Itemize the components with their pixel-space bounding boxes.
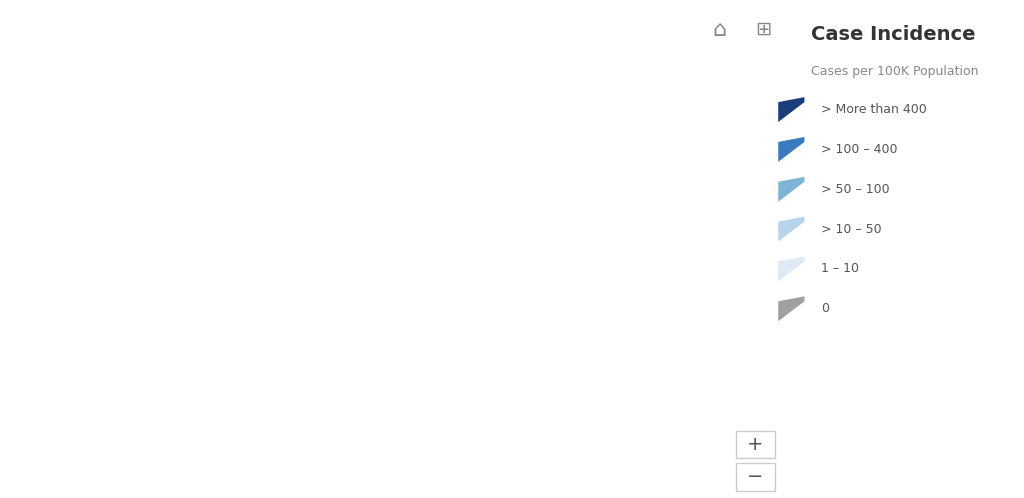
Text: > 10 – 50: > 10 – 50: [821, 223, 882, 236]
Text: Cases per 100K Population: Cases per 100K Population: [811, 65, 979, 78]
Polygon shape: [778, 177, 805, 202]
Polygon shape: [778, 256, 805, 281]
Text: > More than 400: > More than 400: [821, 103, 927, 116]
FancyBboxPatch shape: [735, 431, 775, 458]
Text: −: −: [748, 467, 764, 486]
Text: Case Incidence: Case Incidence: [811, 25, 976, 44]
Text: > 100 – 400: > 100 – 400: [821, 143, 897, 156]
Text: > 50 – 100: > 50 – 100: [821, 183, 890, 196]
Text: ⊞: ⊞: [756, 20, 772, 39]
Text: 1 – 10: 1 – 10: [821, 262, 859, 275]
Polygon shape: [778, 97, 805, 122]
Polygon shape: [778, 296, 805, 321]
Text: 0: 0: [821, 302, 828, 315]
Text: ⌂: ⌂: [713, 20, 727, 40]
Text: +: +: [748, 435, 764, 454]
FancyBboxPatch shape: [735, 463, 775, 491]
Polygon shape: [778, 137, 805, 162]
Polygon shape: [778, 217, 805, 242]
